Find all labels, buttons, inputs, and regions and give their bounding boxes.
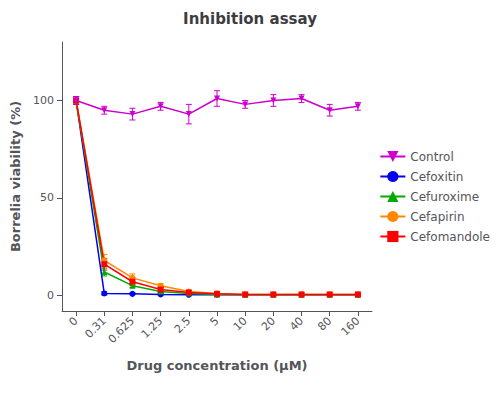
svg-text:160: 160 xyxy=(338,314,362,338)
svg-text:1.25: 1.25 xyxy=(139,314,165,340)
svg-text:80: 80 xyxy=(315,314,334,333)
svg-text:5: 5 xyxy=(207,314,221,328)
svg-text:Borrelia viability (%): Borrelia viability (%) xyxy=(8,101,23,252)
svg-text:0: 0 xyxy=(47,289,54,302)
svg-text:0.31: 0.31 xyxy=(82,314,109,341)
svg-text:Cefuroxime: Cefuroxime xyxy=(410,190,479,204)
svg-text:Cefomandole: Cefomandole xyxy=(410,230,490,244)
svg-text:50: 50 xyxy=(40,191,54,204)
svg-text:0.625: 0.625 xyxy=(106,314,137,345)
svg-text:0: 0 xyxy=(67,314,81,328)
svg-text:10: 10 xyxy=(231,314,250,333)
svg-text:Cefapirin: Cefapirin xyxy=(410,210,464,224)
svg-text:20: 20 xyxy=(259,314,278,333)
svg-text:2.5: 2.5 xyxy=(172,314,194,336)
svg-text:Inhibition assay: Inhibition assay xyxy=(183,10,317,28)
svg-text:40: 40 xyxy=(287,314,306,333)
svg-text:100: 100 xyxy=(33,94,54,107)
svg-text:Cefoxitin: Cefoxitin xyxy=(410,170,463,184)
svg-text:Drug concentration (μM): Drug concentration (μM) xyxy=(126,358,307,373)
svg-text:Control: Control xyxy=(410,150,453,164)
